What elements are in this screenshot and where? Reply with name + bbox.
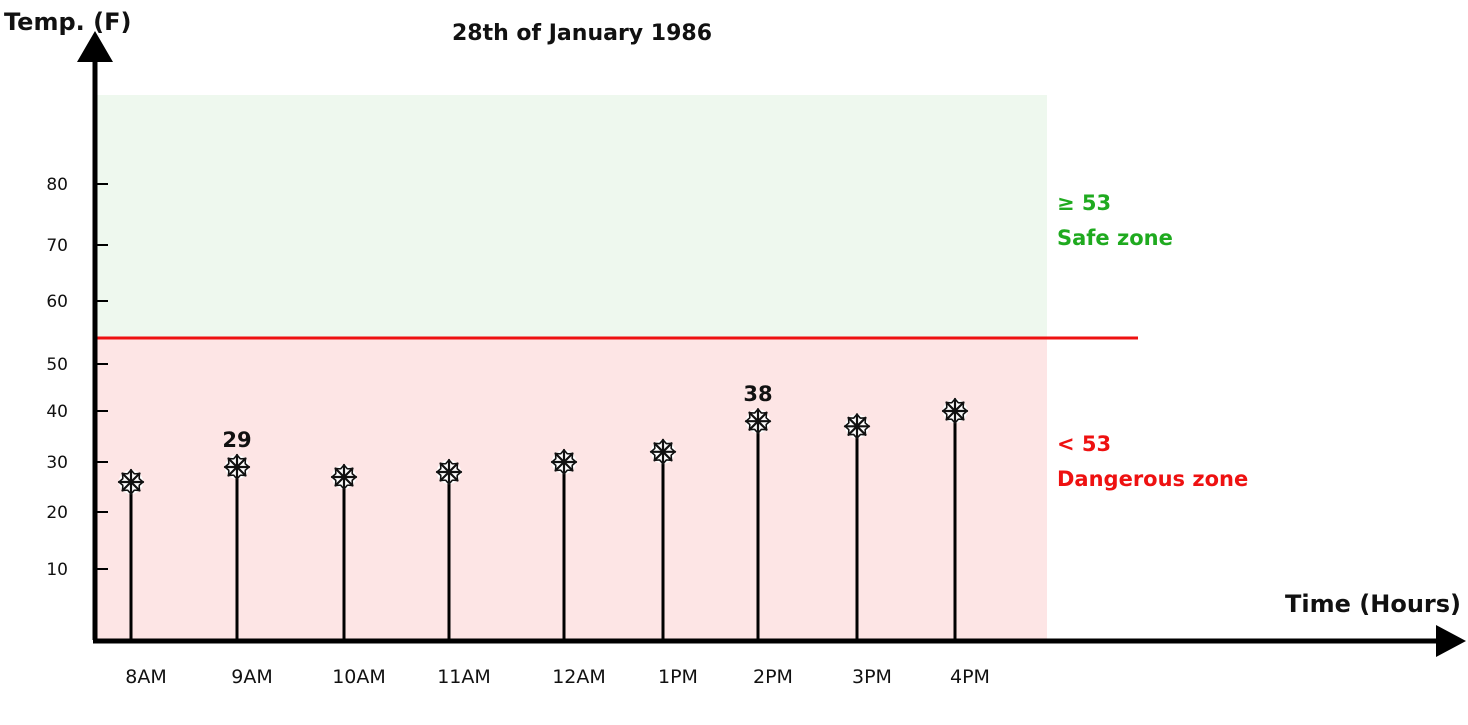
x-tick-label: 4PM xyxy=(950,666,990,688)
snowflake-icon xyxy=(744,407,772,435)
x-tick-label: 8AM xyxy=(125,666,166,688)
danger-zone xyxy=(97,338,1047,643)
y-tick-label: 50 xyxy=(46,355,68,375)
y-axis-title: Temp. (F) xyxy=(4,8,131,36)
data-label: 29 xyxy=(222,428,251,452)
x-axis-arrow xyxy=(1436,625,1466,657)
y-tick-label: 20 xyxy=(46,503,68,523)
safe-zone-threshold-text: ≥ 53 xyxy=(1057,191,1111,215)
danger-zone-threshold-text: < 53 xyxy=(1057,432,1111,456)
snowflake-icon xyxy=(843,413,871,440)
y-tick-label: 60 xyxy=(46,292,68,312)
data-markers xyxy=(117,397,969,496)
safe-zone xyxy=(97,95,1047,338)
x-tick-label: 10AM xyxy=(332,666,386,688)
chart-title: 28th of January 1986 xyxy=(452,21,712,46)
snowflake-icon xyxy=(941,397,969,425)
y-tick-label: 30 xyxy=(46,453,68,473)
y-tick-label: 40 xyxy=(46,402,68,422)
snowflake-icon xyxy=(435,458,463,486)
x-tick-label: 1PM xyxy=(658,666,698,688)
danger-zone-label: Dangerous zone xyxy=(1057,467,1248,491)
y-tick-label: 80 xyxy=(46,175,68,195)
x-tick-label: 11AM xyxy=(437,666,491,688)
x-tick-label: 9AM xyxy=(231,666,272,688)
x-axis-title: Time (Hours) xyxy=(1285,590,1461,618)
y-tick-label: 10 xyxy=(46,560,68,580)
snowflake-icon xyxy=(550,448,578,476)
x-ticks: 8AM 9AM 10AM 11AM 12AM 1PM 2PM 3PM 4PM xyxy=(125,666,990,688)
snowflake-icon xyxy=(223,453,251,481)
data-label: 38 xyxy=(743,382,772,406)
x-tick-label: 12AM xyxy=(552,666,606,688)
data-stems xyxy=(129,411,957,639)
y-tick-label: 70 xyxy=(46,236,68,256)
snowflake-icon xyxy=(649,438,677,466)
y-axis-arrow xyxy=(77,31,113,62)
data-labels: 29 38 xyxy=(222,382,772,452)
safe-zone-label: Safe zone xyxy=(1057,226,1173,250)
snowflake-icon xyxy=(117,468,145,496)
y-ticks: 10 20 30 40 50 60 70 80 xyxy=(46,175,108,580)
x-tick-label: 2PM xyxy=(753,666,793,688)
x-tick-label: 3PM xyxy=(852,666,892,688)
snowflake-icon xyxy=(330,463,358,491)
